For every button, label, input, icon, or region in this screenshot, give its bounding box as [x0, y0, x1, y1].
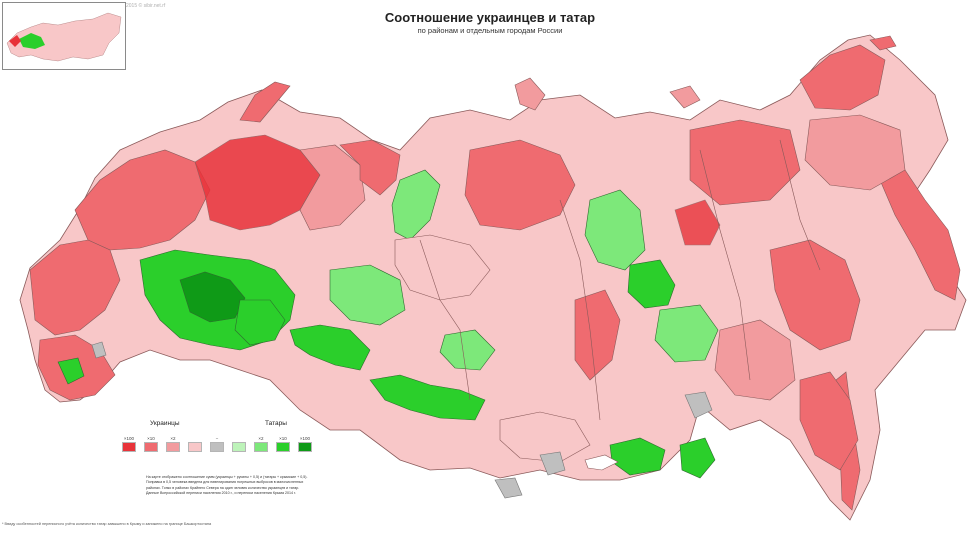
legend-swatch-ukr-2: [166, 442, 180, 452]
map-title: Соотношение украинцев и татар: [384, 10, 596, 25]
region-lake-baikal: [584, 454, 619, 471]
region-khanty-mansi: [394, 234, 491, 301]
region-evenkia-green: [584, 189, 646, 271]
region-ural-south-belt: [289, 324, 371, 371]
legend-swatch-tat-10: [276, 442, 290, 452]
legend-swatch-ukr-10: [144, 442, 158, 452]
severnaya-zemlya: [514, 77, 546, 111]
region-central-siberia-green: [627, 259, 676, 309]
region-bashkortostan: [234, 299, 286, 346]
legend-swatch-tat-2: [254, 442, 268, 452]
legend-tick: ×100: [123, 436, 135, 441]
legend-tick: ×100: [299, 436, 311, 441]
legend: Украинцы Татары ×100 ×10 ×2 − ×2 ×10 ×10…: [120, 418, 330, 458]
internal-border-line: [419, 239, 471, 401]
region-altai-pale: [499, 411, 591, 463]
region-chukotka: [799, 44, 886, 111]
legend-swatch-tat-100: [298, 442, 312, 452]
region-sayan-grey: [684, 391, 713, 419]
region-crimea-green: [57, 357, 85, 385]
region-stavropol-grey: [91, 341, 107, 359]
region-khabarovsk: [769, 239, 861, 351]
region-primorye: [799, 371, 859, 471]
region-tomsk-green: [439, 329, 496, 371]
kamchatka-region: [879, 169, 961, 301]
region-magadan: [804, 114, 906, 191]
internal-border-line: [699, 149, 751, 381]
region-komi: [299, 144, 366, 231]
region-krasnoyarsk-red: [574, 289, 621, 381]
novaya-zemlya: [239, 81, 291, 123]
legend-swatch-tat-1: [232, 442, 246, 452]
inset-red-west: [9, 35, 21, 47]
legend-swatch-equal: [210, 442, 224, 452]
legend-tick: −: [215, 436, 219, 441]
note-line: районах. Тонко в районах Крайнего Севера…: [146, 485, 300, 490]
legend-tick: ×10: [147, 436, 155, 441]
region-yamal: [339, 139, 401, 196]
legend-tick: ×10: [279, 436, 287, 441]
region-yamalo-nenets-green: [391, 169, 441, 241]
internal-border-line: [779, 139, 821, 271]
legend-tatars-label: Татары: [265, 420, 287, 427]
region-yakutia-red: [674, 199, 721, 246]
region-south-grey: [494, 477, 523, 499]
region-tuva-grey: [539, 451, 566, 476]
map-footnote: * Ввиду особенностей переписного учёта к…: [2, 522, 212, 526]
internal-border-line: [559, 199, 601, 421]
region-zabaykalsky-green: [679, 437, 716, 479]
legend-ukrainians-label: Украинцы: [150, 420, 180, 427]
legend-tick: ×2: [170, 436, 176, 441]
inset-overview-map: [2, 2, 126, 70]
wrangel-island: [869, 35, 897, 51]
map-subtitle: по районам и отдельным городам России: [417, 26, 563, 35]
region-omsk-belt: [369, 374, 486, 421]
legend-swatch-ukr-100: [122, 442, 136, 452]
region-taymyr: [464, 139, 576, 231]
legend-tick: ×2: [258, 436, 264, 441]
region-sakha-pale-green: [654, 304, 719, 363]
region-tyumen-south: [329, 264, 406, 326]
map-notes: На карте отображено соотношение сумм (ук…: [146, 475, 346, 497]
note-line: Поправка в 0,5 человека введена для ниве…: [146, 480, 304, 485]
note-line: На карте отображено соотношение сумм (ук…: [146, 475, 308, 479]
note-line: Данные Всероссийской переписи населения …: [146, 491, 296, 496]
legend-swatch-ukr-1: [188, 442, 202, 452]
region-yakutia-north: [689, 119, 801, 206]
region-west-central: [29, 239, 121, 336]
inset-map-svg: [6, 12, 122, 62]
new-siberian-islands: [669, 85, 701, 109]
inset-green-belt: [19, 33, 45, 49]
region-amur: [714, 319, 796, 401]
inset-landmass: [6, 12, 122, 62]
credit-text: 2015 © sibir.net.rf: [126, 3, 166, 9]
